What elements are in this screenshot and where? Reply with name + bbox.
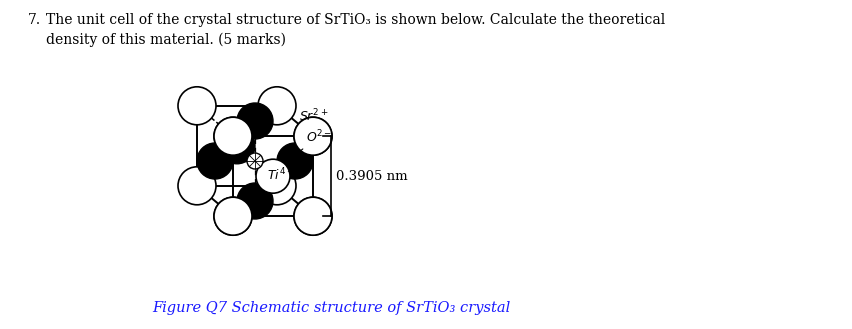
Circle shape [197, 143, 233, 179]
Circle shape [247, 153, 263, 169]
Text: Figure Q7 Schematic structure of SrTiO₃ crystal: Figure Q7 Schematic structure of SrTiO₃ … [152, 301, 510, 315]
Circle shape [214, 117, 252, 155]
Circle shape [219, 128, 255, 164]
Text: $O^{2-}$: $O^{2-}$ [306, 129, 332, 145]
Text: $Ti^{4+}$: $Ti^{4+}$ [267, 167, 295, 183]
Text: 0.3905 nm: 0.3905 nm [336, 170, 407, 183]
Circle shape [214, 197, 252, 235]
Text: The unit cell of the crystal structure of SrTiO₃ is shown below. Calculate the t: The unit cell of the crystal structure o… [46, 13, 665, 47]
Circle shape [277, 143, 313, 179]
Circle shape [258, 167, 296, 205]
Circle shape [294, 117, 332, 155]
Circle shape [256, 159, 290, 193]
Circle shape [294, 197, 332, 235]
Circle shape [294, 197, 332, 235]
Text: $Sr^{2+}$: $Sr^{2+}$ [299, 108, 328, 124]
Circle shape [237, 183, 273, 219]
Circle shape [214, 117, 252, 155]
Circle shape [294, 117, 332, 155]
Text: 7.: 7. [28, 13, 41, 27]
Circle shape [258, 87, 296, 125]
Circle shape [237, 103, 273, 139]
Circle shape [214, 197, 252, 235]
Circle shape [178, 87, 216, 125]
Circle shape [178, 167, 216, 205]
